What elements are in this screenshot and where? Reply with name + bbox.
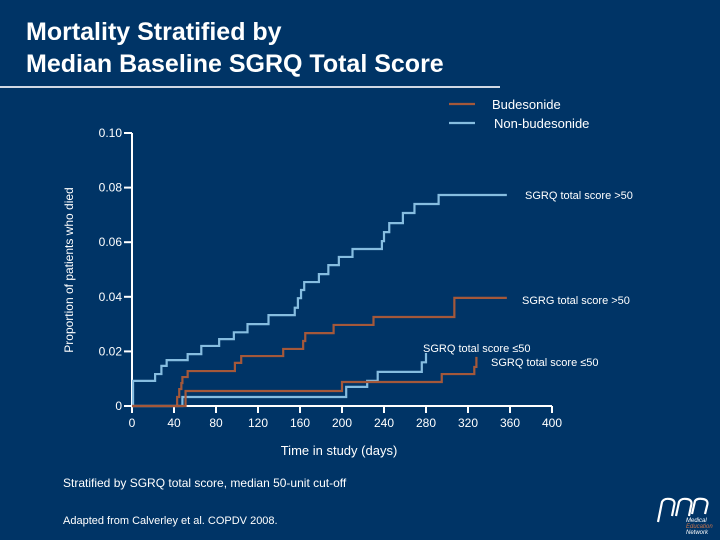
legend-label: Non-budesonide xyxy=(494,116,589,131)
y-tick-label: 0.04 xyxy=(99,290,123,304)
title-line-2: Median Baseline SGRQ Total Score xyxy=(26,50,444,78)
series-label: SGRQ total score ≤50 xyxy=(491,357,599,369)
series-label: SGRQ total score ≤50 xyxy=(423,343,531,355)
series-label: SGRQ total score >50 xyxy=(525,190,633,202)
legend-label: Budesonide xyxy=(492,97,561,112)
series-label: SGRG total score >50 xyxy=(522,295,630,307)
y-tick-label: 0.08 xyxy=(99,181,123,195)
title-line-1: Mortality Stratified by xyxy=(26,18,282,46)
y-tick-label: 0.10 xyxy=(99,126,123,140)
svg-text:Education: Education xyxy=(686,524,713,530)
x-tick-label: 320 xyxy=(458,416,478,430)
x-tick-label: 80 xyxy=(209,416,223,430)
x-tick-label: 360 xyxy=(500,416,520,430)
footnote-source: Adapted from Calverley et al. COPDV 2008… xyxy=(63,515,278,527)
y-tick-label: 0.06 xyxy=(99,235,123,249)
series-line-3 xyxy=(132,356,478,408)
series-line-1 xyxy=(132,296,507,408)
svg-text:Network: Network xyxy=(686,530,709,536)
y-tick-label: 0 xyxy=(115,399,122,413)
x-tick-label: 240 xyxy=(374,416,394,430)
x-tick-label: 40 xyxy=(167,416,181,430)
x-tick-label: 200 xyxy=(332,416,352,430)
x-tick-label: 400 xyxy=(542,416,562,430)
x-tick-label: 280 xyxy=(416,416,436,430)
y-axis-label: Proportion of patients who died xyxy=(62,187,76,352)
svg-text:Medical: Medical xyxy=(686,518,707,524)
x-axis-label: Time in study (days) xyxy=(281,443,398,458)
medical-education-network-logo: Medical Education Network xyxy=(656,497,713,536)
footnote-stratified: Stratified by SGRQ total score, median 5… xyxy=(63,476,347,490)
title-divider xyxy=(0,86,500,88)
page-title: Mortality Stratified by Median Baseline … xyxy=(26,16,444,80)
series-line-0 xyxy=(131,193,507,408)
x-tick-label: 160 xyxy=(290,416,310,430)
x-tick-label: 120 xyxy=(248,416,268,430)
y-tick-label: 0.02 xyxy=(99,344,123,358)
x-tick-label: 0 xyxy=(129,416,136,430)
